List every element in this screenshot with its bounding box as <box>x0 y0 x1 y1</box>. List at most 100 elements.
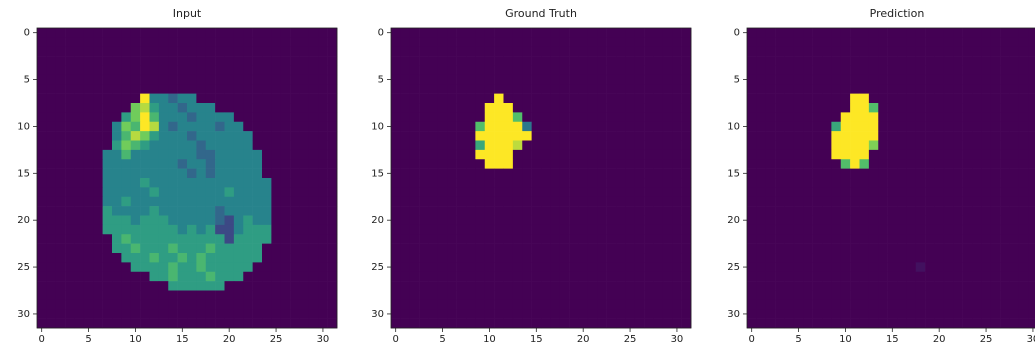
pixel <box>159 225 169 235</box>
pixel <box>37 178 47 188</box>
pixel <box>878 253 888 263</box>
pixel <box>328 206 338 216</box>
pixel <box>803 159 813 169</box>
pixel <box>262 169 272 179</box>
pixel <box>991 216 1001 226</box>
pixel <box>579 225 589 235</box>
pixel <box>775 94 785 104</box>
pixel <box>75 103 85 113</box>
pixel <box>635 197 645 207</box>
pixel <box>234 28 244 38</box>
pixel <box>485 75 495 85</box>
pixel <box>588 197 598 207</box>
pixel <box>300 281 310 291</box>
pixel <box>318 291 328 301</box>
pixel <box>785 187 795 197</box>
pixel <box>803 234 813 244</box>
pixel <box>84 309 94 319</box>
pixel <box>963 225 973 235</box>
pixel <box>419 178 429 188</box>
pixel <box>178 37 188 47</box>
pixel <box>196 291 206 301</box>
pixel <box>253 112 263 122</box>
pixel <box>822 187 832 197</box>
pixel <box>635 28 645 38</box>
y-tick-label: 5 <box>378 75 384 86</box>
pixel <box>65 66 75 76</box>
pixel <box>1010 262 1020 272</box>
pixel <box>271 112 281 122</box>
pixel <box>56 112 66 122</box>
pixel <box>785 300 795 310</box>
pixel <box>65 112 75 122</box>
pixel <box>860 122 870 132</box>
pixel <box>234 75 244 85</box>
pixel <box>93 281 103 291</box>
pixel <box>972 84 982 94</box>
pixel <box>466 28 476 38</box>
pixel <box>803 319 813 329</box>
pixel <box>981 66 991 76</box>
pixel <box>447 253 457 263</box>
pixel <box>140 253 150 263</box>
pixel <box>635 159 645 169</box>
pixel <box>991 281 1001 291</box>
pixel <box>897 47 907 57</box>
pixel <box>635 244 645 254</box>
pixel <box>860 141 870 151</box>
pixel <box>888 216 898 226</box>
pixel <box>93 253 103 263</box>
pixel <box>654 112 664 122</box>
pixel <box>644 244 654 254</box>
pixel <box>766 56 776 66</box>
pixel <box>429 272 439 282</box>
pixel <box>541 197 551 207</box>
pixel <box>607 84 617 94</box>
pixel <box>300 66 310 76</box>
pixel <box>869 84 879 94</box>
pixel <box>513 197 523 207</box>
pixel <box>215 112 225 122</box>
pixel <box>747 169 757 179</box>
pixel <box>654 187 664 197</box>
pixel <box>168 197 178 207</box>
pixel <box>1019 159 1029 169</box>
pixel <box>494 122 504 132</box>
pixel <box>1000 272 1010 282</box>
pixel <box>597 47 607 57</box>
pixel <box>616 150 626 160</box>
pixel <box>400 216 410 226</box>
pixel <box>391 291 401 301</box>
pixel <box>112 234 122 244</box>
pixel <box>560 253 570 263</box>
pixel <box>869 291 879 301</box>
pixel <box>1000 28 1010 38</box>
pixel <box>206 37 216 47</box>
pixel <box>271 225 281 235</box>
pixel <box>290 169 300 179</box>
pixel <box>644 150 654 160</box>
pixel <box>560 150 570 160</box>
pixel <box>813 309 823 319</box>
pixel <box>850 281 860 291</box>
pixel <box>234 112 244 122</box>
pixel <box>447 47 457 57</box>
pixel <box>878 300 888 310</box>
pixel <box>635 262 645 272</box>
pixel <box>916 244 926 254</box>
pixel <box>140 159 150 169</box>
pixel <box>981 300 991 310</box>
pixel <box>766 234 776 244</box>
y-tick-label: 0 <box>378 28 384 39</box>
pixel <box>318 262 328 272</box>
pixel <box>878 281 888 291</box>
pixel <box>897 234 907 244</box>
pixel <box>457 197 467 207</box>
pixel <box>991 169 1001 179</box>
pixel <box>813 291 823 301</box>
pixel <box>906 187 916 197</box>
pixel <box>168 159 178 169</box>
pixel <box>438 150 448 160</box>
pixel <box>588 309 598 319</box>
pixel <box>869 75 879 85</box>
